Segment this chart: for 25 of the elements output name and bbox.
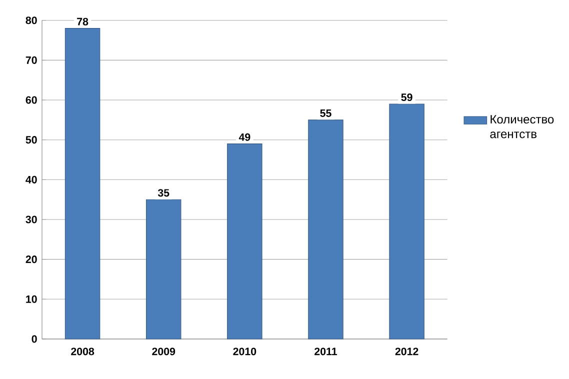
bar [146,199,182,340]
bar [389,104,424,340]
data-label: 59 [401,94,412,102]
bar [64,28,100,340]
bar [308,120,344,340]
y-tick-label: 50 [26,136,37,144]
x-tick-label: 2011 [314,348,337,356]
y-tick-label: 70 [26,56,37,64]
x-tick-label: 2012 [395,348,418,356]
data-label: 55 [320,110,332,117]
x-tick-label: 2008 [71,348,94,356]
y-tick-label: 40 [26,176,37,184]
data-label: 49 [238,133,250,141]
legend-label: Количество агентств [490,115,554,138]
y-tick-label: 10 [26,295,37,303]
data-label: 35 [158,189,170,197]
y-tick-label: 80 [26,16,37,24]
x-tick-label: 2009 [152,348,176,356]
y-tick-label: 30 [26,216,37,224]
y-tick-label: 20 [26,256,37,264]
y-tick-label: 0 [32,335,37,343]
y-tick-label: 60 [26,96,37,104]
x-tick-label: 2010 [233,348,256,356]
bar [227,144,262,340]
data-label: 78 [77,18,88,26]
